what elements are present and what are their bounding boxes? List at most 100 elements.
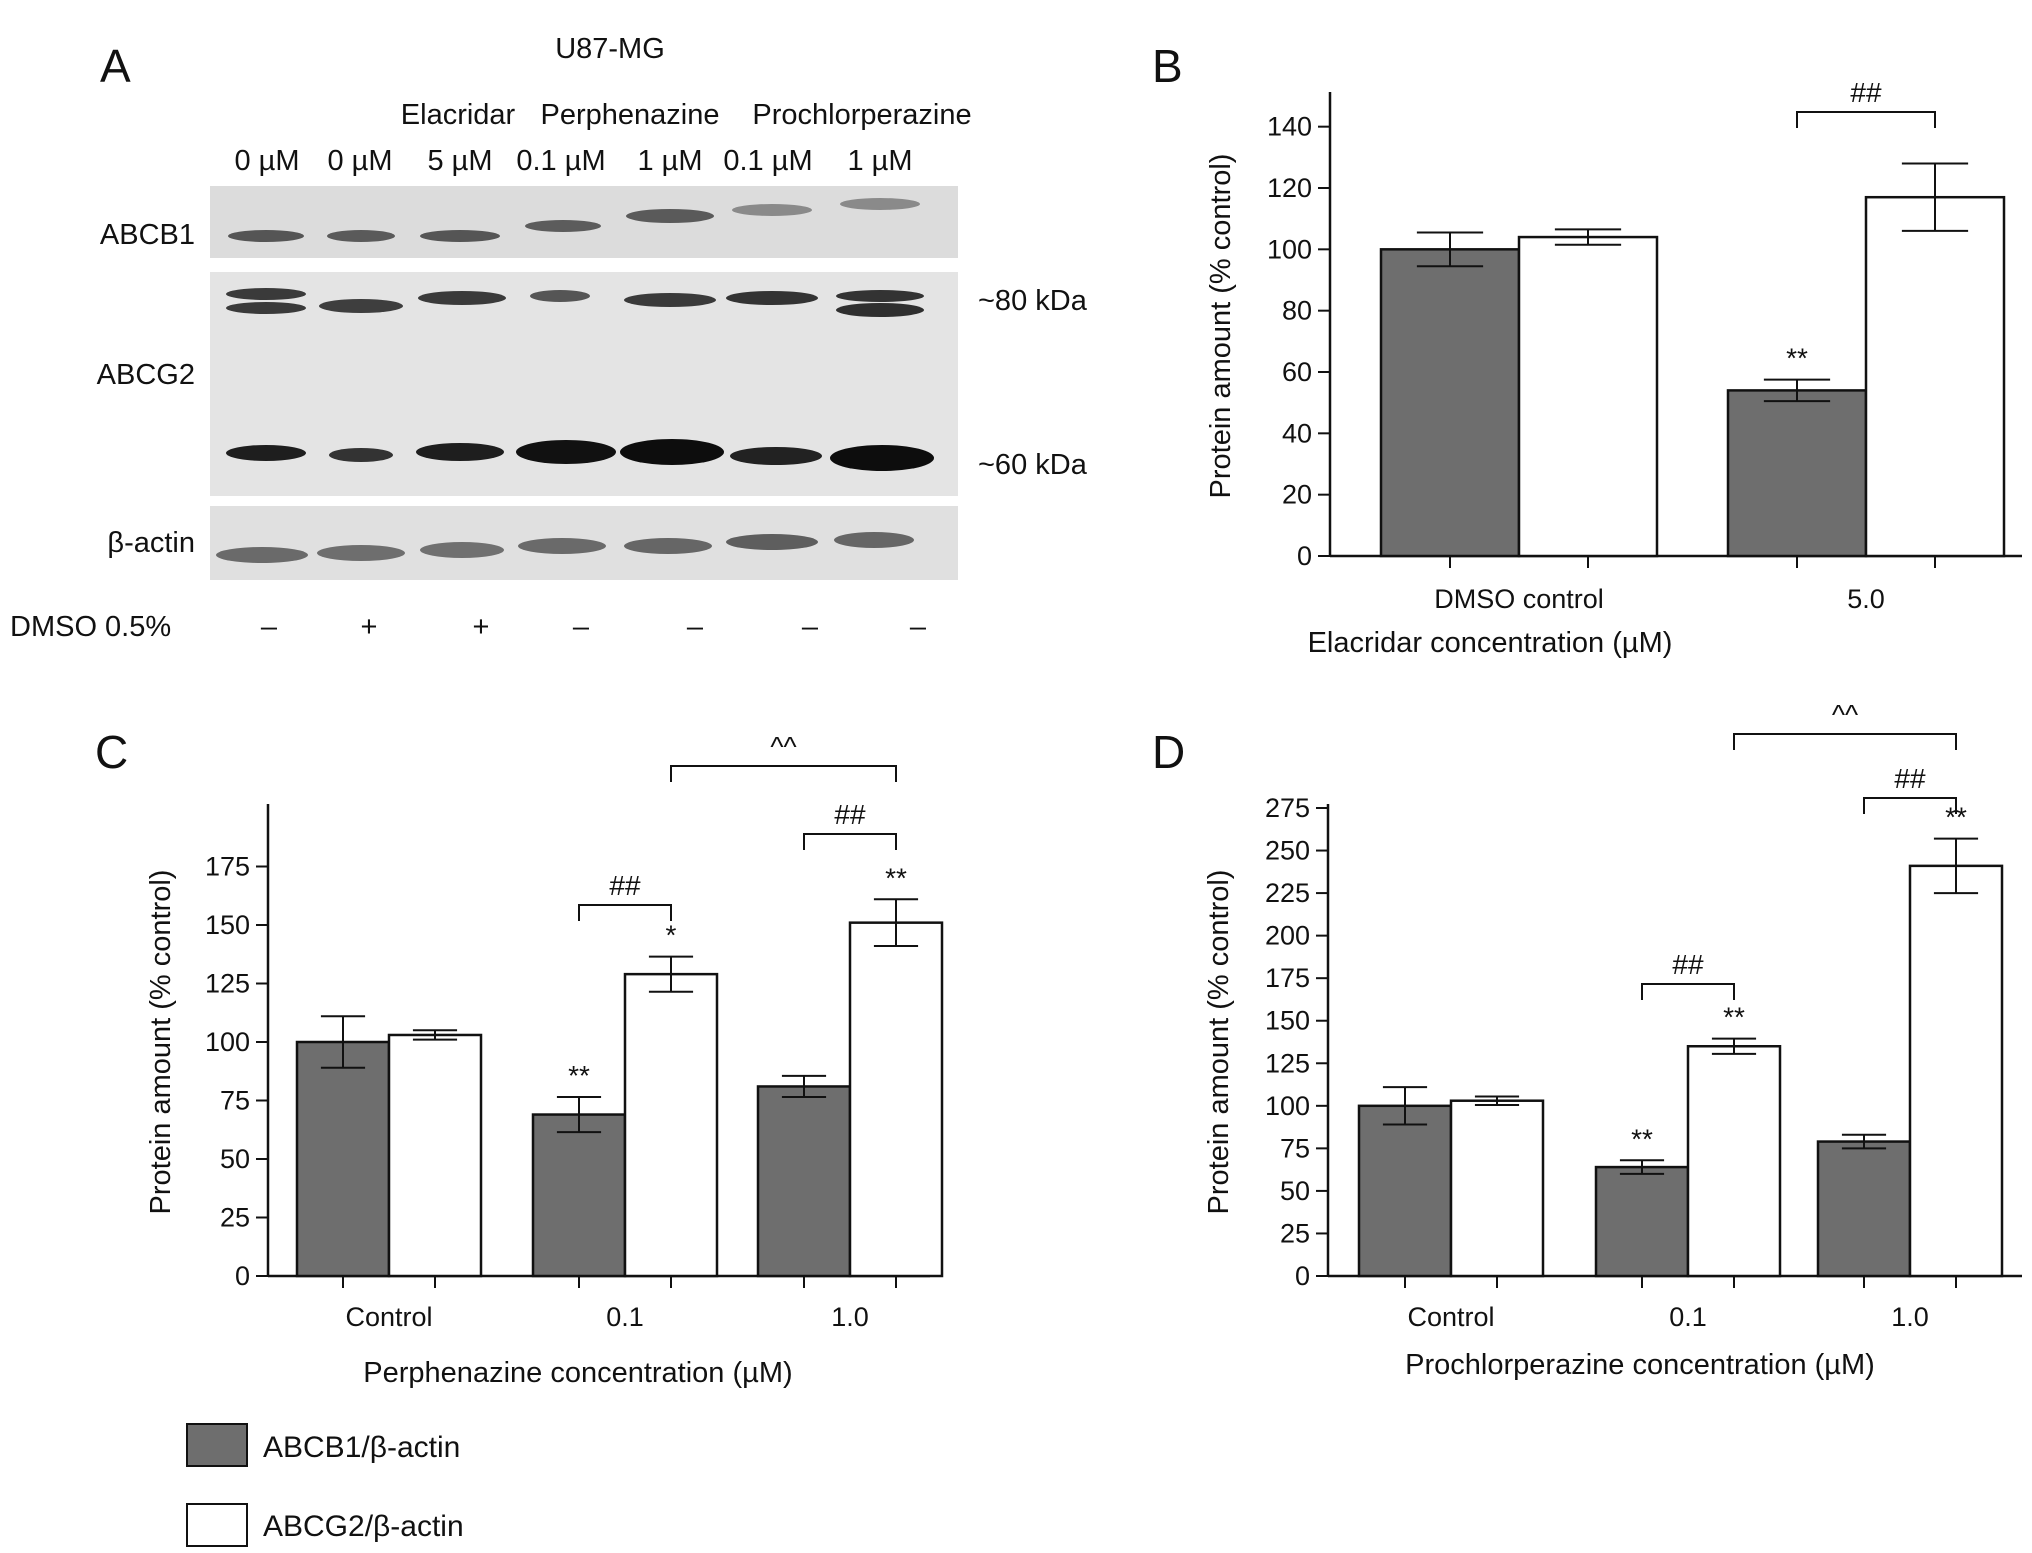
abcg2-60-band-lane-3: [416, 443, 504, 461]
abcb1-band-lane-2: [327, 230, 395, 242]
y-axis-label: Protein amount (% control): [1205, 154, 1237, 499]
cell-line-title: U87-MG: [555, 33, 665, 65]
significance-bracket-label: ##: [609, 870, 641, 901]
bar-abcg2-0: [387, 1033, 483, 1278]
abcg2-80-band-lane-1b: [226, 302, 306, 314]
significance-bracket-label: ##: [1850, 77, 1882, 108]
legend-swatch-abcb1: [186, 1423, 248, 1467]
significance-marker: **: [885, 862, 907, 893]
significance-bracket-label: ##: [834, 799, 866, 830]
y-tick-label: 250: [1265, 836, 1310, 866]
y-tick-label: 225: [1265, 878, 1310, 908]
drug-header-perphenazine: Perphenazine: [541, 99, 720, 131]
abcg2-60-band-lane-2: [329, 448, 393, 462]
bar-abcb1-0: [295, 1040, 391, 1278]
y-tick-label: 75: [220, 1086, 250, 1116]
panel-c-chart: C 0 25 50 75 100 125 150 175 Protein amount (% c…: [95, 726, 944, 1389]
row-label-beta-actin: β-actin: [107, 527, 195, 559]
y-tick-label: 0: [235, 1261, 250, 1291]
y-tick-label: 0: [1297, 541, 1312, 571]
dmso-signs: – + + – – – –: [261, 611, 927, 643]
x-axis-label: Perphenazine concentration (µM): [363, 1357, 792, 1389]
actin-band-lane-2: [317, 545, 405, 561]
abcg2-60kda-bands: [226, 439, 934, 471]
abcb1-band-lane-4: [525, 220, 601, 232]
y-tick-label: 60: [1282, 357, 1312, 387]
x-category-label: Control: [345, 1302, 432, 1332]
x-category-label: DMSO control: [1434, 584, 1604, 614]
drug-header-prochlorperazine: Prochlorperazine: [752, 99, 971, 131]
x-axis-label: Elacridar concentration (µM): [1308, 627, 1673, 659]
dmso-label: DMSO 0.5%: [10, 611, 171, 643]
beta-actin-bands: [216, 532, 914, 563]
y-tick-label: 175: [1265, 963, 1310, 993]
abcg2-80-band-lane-3: [418, 291, 506, 305]
x-category-label: 1.0: [831, 1302, 869, 1332]
dmso-sign-lane-3: +: [473, 611, 490, 643]
actin-band-lane-7: [834, 532, 914, 548]
panel-c-letter: C: [95, 726, 128, 778]
abcg2-60-band-lane-1: [226, 445, 306, 461]
significance-bracket: [1733, 733, 1957, 750]
x-category-label: 0.1: [1669, 1302, 1707, 1332]
legend-swatch-abcg2: [186, 1503, 248, 1547]
significance-bracket-label: ##: [1672, 949, 1704, 980]
y-tick-label: 125: [205, 969, 250, 999]
x-axis-label: Prochlorperazine concentration (µM): [1405, 1349, 1875, 1381]
actin-band-lane-1: [216, 547, 308, 563]
y-tick-label: 200: [1265, 921, 1310, 951]
x-category-label: 0.1: [606, 1302, 644, 1332]
abcg2-80-band-lane-2: [319, 299, 403, 313]
lane-5-concentration: 1 µM: [637, 145, 702, 177]
bar-abcg2-2: [848, 921, 944, 1278]
y-tick-label: 80: [1282, 296, 1312, 326]
y-tick-label: 50: [220, 1144, 250, 1174]
dmso-sign-lane-6: –: [802, 611, 819, 643]
abcg2-60-band-lane-5: [620, 439, 724, 465]
bar-abcb1-0: [1379, 248, 1521, 558]
panel-b-chart: B 0 20 40 60 80 100 120 140 Protein amount (% co…: [1152, 40, 2022, 659]
significance-bracket-label: ##: [1894, 763, 1926, 794]
dmso-sign-lane-5: –: [687, 611, 704, 643]
lane-4-concentration: 0.1 µM: [516, 145, 605, 177]
y-axis-label: Protein amount (% control): [145, 870, 177, 1215]
y-tick-label: 0: [1295, 1261, 1310, 1291]
y-tick-label: 150: [1265, 1006, 1310, 1036]
panel-b-letter: B: [1152, 40, 1183, 92]
lane-7-concentration: 1 µM: [847, 145, 912, 177]
actin-band-lane-4: [518, 538, 606, 554]
abcg2-80-band-lane-4: [530, 290, 590, 302]
legend-label-abcg2: ABCG2/β-actin: [263, 1510, 464, 1543]
actin-band-lane-3: [420, 542, 504, 558]
dmso-sign-lane-1: –: [261, 611, 278, 643]
significance-marker: **: [1631, 1123, 1653, 1154]
y-tick-label: 25: [220, 1203, 250, 1233]
significance-bracket: [670, 765, 897, 782]
abcb1-band-lane-3: [420, 230, 500, 242]
bar-abcg2-2: [1908, 864, 2004, 1278]
bar-abcb1-1: [531, 1113, 627, 1278]
panel-d-letter: D: [1152, 726, 1185, 778]
legend: ABCB1/β-actin ABCG2/β-actin: [186, 1423, 464, 1547]
concentration-labels: 0 µM 0 µM 5 µM 0.1 µM 1 µM 0.1 µM 1 µM: [234, 145, 912, 177]
abcb1-band-lane-6: [732, 204, 812, 216]
lane-6-concentration: 0.1 µM: [723, 145, 812, 177]
actin-band-lane-6: [726, 534, 818, 550]
kda-label-60: ~60 kDa: [978, 449, 1088, 481]
abcg2-80-band-lane-7b: [836, 303, 924, 317]
panel-a: A U87-MG Elacridar Perphenazine Prochlor…: [10, 33, 1088, 643]
bar-abcb1-1: [1594, 1165, 1690, 1278]
bar-abcg2-1: [1864, 195, 2006, 558]
significance-marker: **: [568, 1060, 590, 1091]
abcg2-80-band-lane-5: [624, 293, 716, 307]
y-tick-label: 275: [1265, 793, 1310, 823]
dmso-sign-lane-7: –: [910, 611, 927, 643]
bar-abcb1-2: [756, 1085, 852, 1278]
abcg2-80-band-lane-7: [836, 290, 924, 302]
bar-abcb1-0: [1357, 1104, 1453, 1278]
abcg2-80-band-lane-1: [226, 288, 306, 300]
x-category-label: 1.0: [1891, 1302, 1929, 1332]
abcb1-band-lane-1: [228, 230, 304, 242]
significance-bracket: [1796, 111, 1936, 128]
abcg2-80-band-lane-6: [726, 291, 818, 305]
